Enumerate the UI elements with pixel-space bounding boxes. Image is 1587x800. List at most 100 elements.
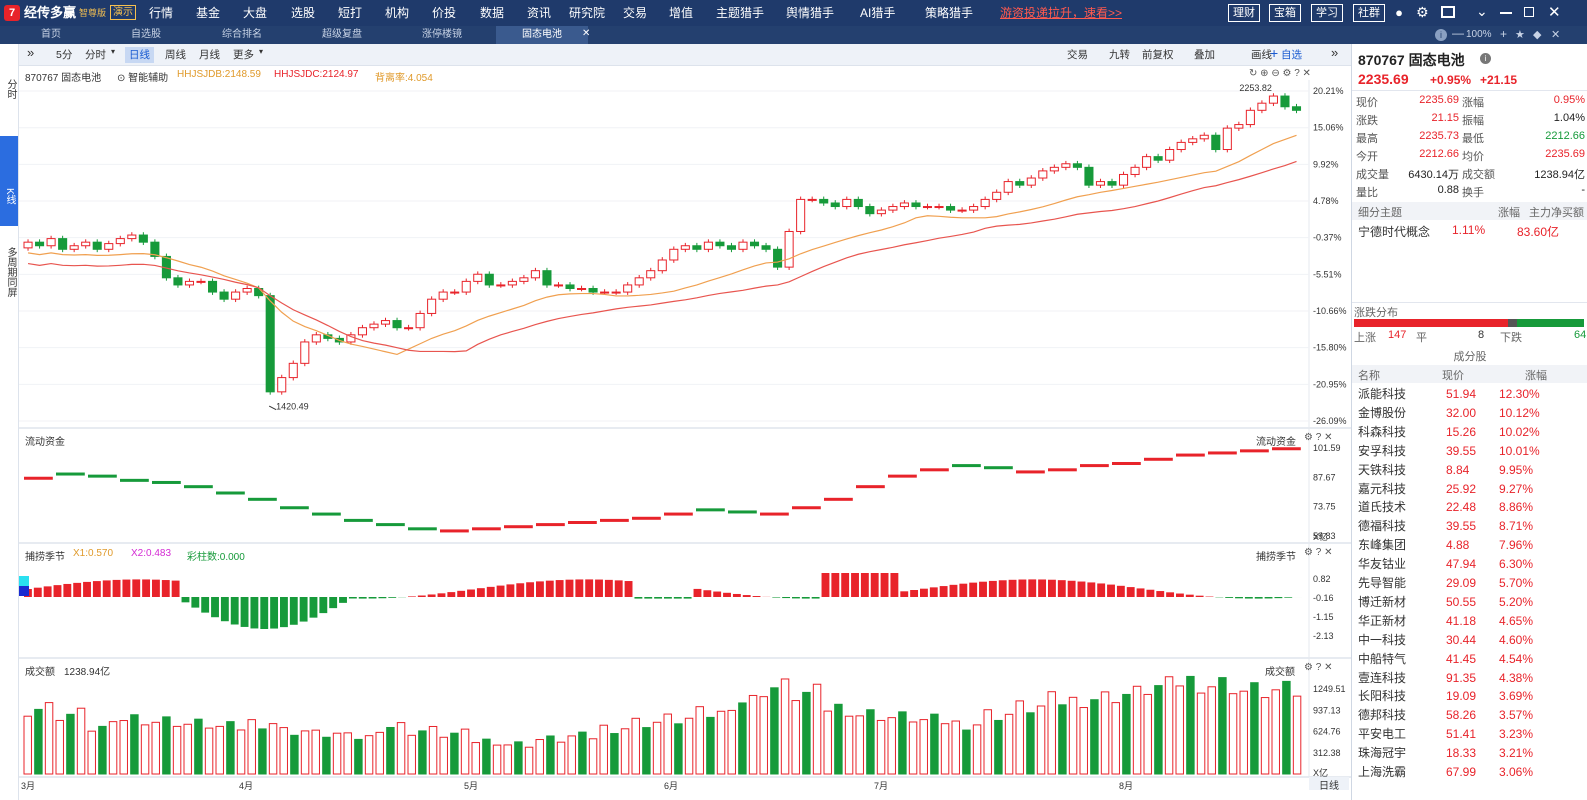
toolbar-right-5[interactable]: 自选 [1281,49,1302,61]
stock-row[interactable]: 中船特气 41.45 4.54% [1352,650,1587,668]
info-icon[interactable]: i [1480,53,1491,64]
stock-row[interactable]: 中一科技 30.44 4.60% [1352,631,1587,649]
restore-icon[interactable] [1524,7,1534,17]
chevron-down-icon[interactable]: ⌄ [1476,3,1488,19]
volume-bar [151,721,160,775]
menu-item-10[interactable]: 交易 [623,6,648,20]
candle [35,241,45,247]
promo-link[interactable]: 游资投递拉升，速看>> [1000,6,1123,20]
stock-row[interactable]: 上海洗霸 67.99 3.06% [1352,763,1587,781]
menu-item-4[interactable]: 短打 [338,6,363,20]
stock-row[interactable]: 先导智能 29.09 5.70% [1352,574,1587,592]
nav-multi-period[interactable]: 多周期同屏 [5,247,16,297]
vol-tools[interactable]: ⚙ ? ✕ [1304,662,1333,673]
cycle-tools[interactable]: ⚙ ? ✕ [1304,547,1333,558]
stock-row[interactable]: 德邦科技 58.26 3.57% [1352,706,1587,724]
volume-bar [1111,702,1120,775]
menu-item-0[interactable]: 行情 [149,6,174,20]
tab-1[interactable]: 自选股 [131,29,161,40]
zoom-in-icon[interactable]: + [1500,27,1508,41]
stock-row[interactable]: 珠海冠宇 18.33 3.21% [1352,744,1587,762]
flow-tools[interactable]: ⚙ ? ✕ [1304,432,1333,443]
tab-3[interactable]: 超级复盘 [322,29,362,40]
period-2[interactable]: 日线 [125,47,154,63]
period-5[interactable]: 更多 [233,49,254,61]
toolbar-right-2[interactable]: 前复权 [1142,49,1174,61]
menu-item-11[interactable]: 增值 [669,6,694,20]
menu-item-15[interactable]: 策略猎手 [925,6,974,20]
quote-cell-4-1: 6430.14万 [1408,169,1459,181]
sub-row-name[interactable]: 宁德时代概念 [1358,225,1431,239]
menu-item-13[interactable]: 舆情猎手 [786,6,835,20]
stock-row[interactable]: 安孚科技 39.55 10.01% [1352,442,1587,460]
stock-row[interactable]: 壹连科技 91.35 4.38% [1352,669,1587,687]
period-3[interactable]: 周线 [165,49,186,61]
demo-badge[interactable]: 演示 [110,5,136,20]
chart-tools[interactable]: ↻ ⊕ ⊖ ⚙ ? ✕ [1249,68,1311,79]
tab-0[interactable]: 首页 [41,29,61,40]
nav-fenshi[interactable]: 分时 [5,79,16,99]
settings-icon[interactable]: ⚙ [1416,4,1429,20]
tab-2[interactable]: 综合排名 [222,29,262,40]
menu-item-9[interactable]: 研究院 [569,6,606,20]
stock-row[interactable]: 华正新材 41.18 4.65% [1352,612,1587,630]
tab-close-all-icon[interactable]: ✕ [1551,29,1561,41]
tab-close-icon[interactable]: ✕ [582,28,591,39]
user-icon[interactable]: ● [1395,5,1403,20]
menu-item-12[interactable]: 主题猎手 [716,6,765,20]
tab-5[interactable]: 固态电池 [496,26,588,44]
chart-svg[interactable]: 20.21% 15.06% 9.92% 4.78% -0.37% -5.51% -10.66… [19,66,1351,800]
tab-4[interactable]: 涨停楼镜 [422,29,462,40]
menu-item-14[interactable]: AI猎手 [860,6,896,20]
top-button-3[interactable]: 社群 [1353,4,1385,22]
candle [81,241,91,247]
assist-toggle[interactable]: ⊙ 智能辅助 [117,69,168,84]
menu-item-8[interactable]: 资讯 [527,6,552,20]
toolbar-right-1[interactable]: 九转 [1109,49,1130,61]
toolbar-right-3[interactable]: 叠加 [1194,49,1215,61]
star-icon[interactable]: ★ [1515,29,1525,41]
pin-icon[interactable]: ◆ [1533,29,1542,41]
stock-row[interactable]: 道氏技术 22.48 8.86% [1352,498,1587,516]
add-watchlist-icon[interactable]: + [1270,45,1279,61]
top-button-0[interactable]: 理财 [1228,4,1260,22]
period-1[interactable]: 分时 [85,49,106,61]
stock-row[interactable]: 平安电工 51.41 3.23% [1352,725,1587,743]
menu-item-3[interactable]: 选股 [291,6,316,20]
toolbar-right-4[interactable]: 画线 [1251,49,1272,61]
stock-row[interactable]: 天铁科技 8.84 9.95% [1352,461,1587,479]
stock-row[interactable]: 派能科技 51.94 12.30% [1352,385,1587,403]
top-button-2[interactable]: 学习 [1311,4,1343,22]
menu-item-6[interactable]: 价投 [432,6,457,20]
candle [600,291,610,294]
top-button-1[interactable]: 宝箱 [1269,4,1301,22]
stock-row[interactable]: 德福科技 39.55 8.71% [1352,517,1587,535]
stock-row[interactable]: 东峰集团 4.88 7.96% [1352,536,1587,554]
stock-row[interactable]: 嘉元科技 25.92 9.27% [1352,480,1587,498]
stock-row[interactable]: 华友钴业 47.94 6.30% [1352,555,1587,573]
period-0[interactable]: 5分 [56,49,73,61]
zoom-out-icon[interactable]: — [1452,26,1464,40]
flow-tick-label: 101.59 [1313,443,1341,453]
window-icon[interactable] [1441,6,1455,18]
volume-bar [1271,689,1280,775]
stock-row[interactable]: 科森科技 15.26 10.02% [1352,423,1587,441]
volume-bar [450,732,459,775]
toolbar-right-0[interactable]: 交易 [1067,49,1088,61]
stock-row[interactable]: 长阳科技 19.09 3.69% [1352,687,1587,705]
menu-item-2[interactable]: 大盘 [243,6,268,20]
menu-item-7[interactable]: 数据 [480,6,505,20]
close-icon[interactable]: ✕ [1548,4,1561,21]
nav-kline[interactable]: K线 [0,136,18,226]
info-icon[interactable]: i [1435,29,1447,41]
stock-row[interactable]: 金博股份 32.00 10.12% [1352,404,1587,422]
minimize-icon[interactable] [1500,12,1512,14]
stock-name: 长阳科技 [1358,689,1407,704]
collapse-icon[interactable]: » [27,45,35,60]
menu-item-1[interactable]: 基金 [196,6,221,20]
period-4[interactable]: 月线 [199,49,220,61]
stock-row[interactable]: 博迁新材 50.55 5.20% [1352,593,1587,611]
cycle-bar [1097,583,1106,597]
expand-right-icon[interactable]: » [1331,45,1339,60]
menu-item-5[interactable]: 机构 [385,6,410,20]
